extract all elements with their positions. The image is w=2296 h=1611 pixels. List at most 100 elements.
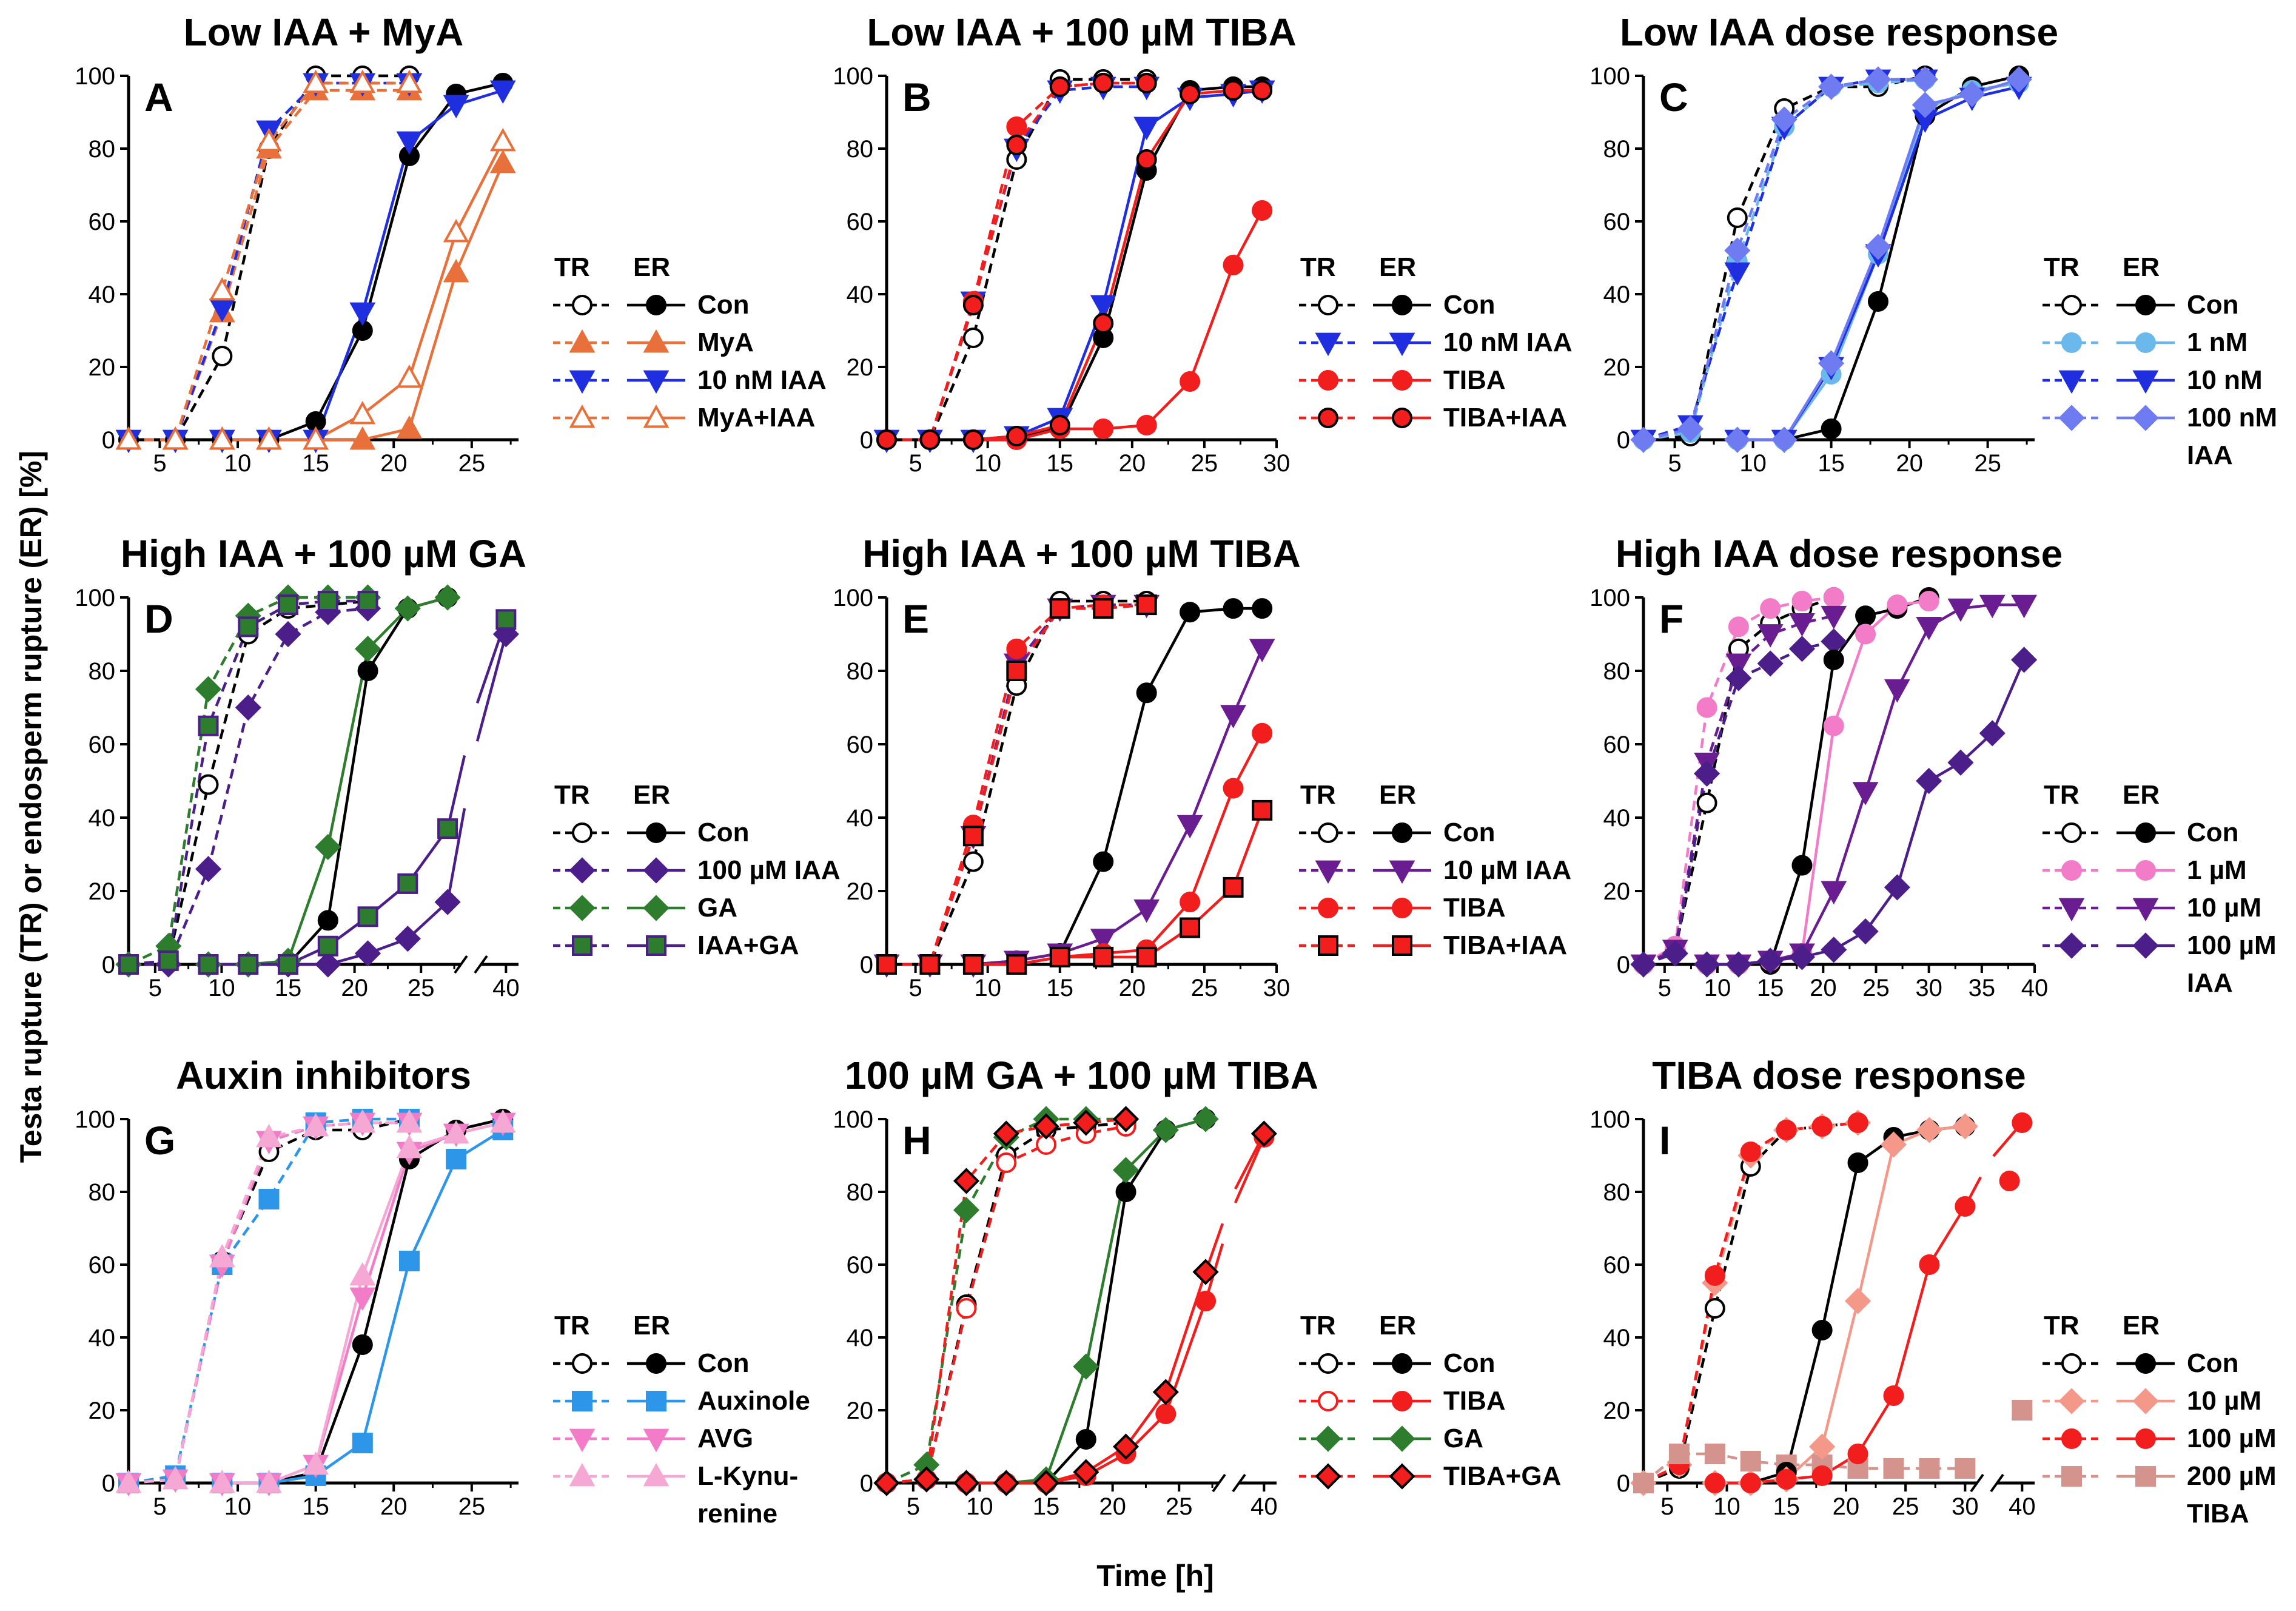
data-point [1757, 650, 1784, 677]
data-point [238, 954, 259, 975]
panel-letter: D [144, 596, 173, 641]
legend-marker-er [1392, 1353, 1412, 1374]
data-point [317, 935, 338, 957]
data-point [1073, 1353, 1099, 1380]
data-point [278, 594, 299, 616]
data-point [238, 616, 259, 637]
data-point [2012, 1400, 2033, 1421]
legend-marker-tr [569, 370, 596, 394]
data-point [1791, 591, 1813, 612]
data-point [1818, 350, 1845, 377]
x-tick-label: 20 [1896, 450, 1923, 477]
data-point [1115, 1182, 1136, 1202]
data-point [1073, 1109, 1099, 1136]
x-tick-label: 15 [1818, 450, 1845, 477]
legend-label: TIBA [2187, 1499, 2249, 1529]
data-point [1180, 84, 1201, 104]
y-tick-label: 100 [833, 63, 873, 90]
legend-marker-er [2135, 332, 2156, 353]
y-tick-label: 40 [847, 281, 874, 308]
data-point [158, 950, 179, 971]
legend-label: Con [2187, 818, 2239, 847]
legend-marker-er [1392, 935, 1412, 956]
legend-marker-er [2135, 295, 2156, 315]
y-tick-label: 0 [1617, 1470, 1630, 1497]
data-point [1677, 415, 1704, 442]
legend-label: 100 µM IAA [697, 855, 841, 885]
x-tick-label: 25 [1191, 975, 1218, 1001]
y-tick-label: 60 [1603, 209, 1631, 235]
panel-title: High IAA dose response [1616, 532, 2063, 576]
data-point [396, 1109, 423, 1133]
series-line [1714, 1125, 1965, 1485]
x-tick-label: 40 [1250, 1493, 1278, 1520]
data-point [1223, 598, 1244, 619]
series-line [886, 1121, 1126, 1485]
data-point [303, 69, 329, 93]
panel-d: High IAA + 100 µM GA 0 20 40 60 80 100 5 10 15 20 2… [75, 532, 840, 1001]
data-point [993, 1120, 1019, 1147]
legend-header-tr: TR [1300, 1311, 1336, 1340]
legend-label: TIBA+IAA [1443, 403, 1567, 432]
data-point [1821, 419, 1842, 439]
series-line [222, 163, 505, 442]
data-point [1916, 617, 1942, 641]
data-point [1855, 605, 1876, 627]
legend-label: 100 µM [2187, 1424, 2277, 1453]
x-tick-label: 30 [1952, 1493, 1979, 1520]
legend-label: 100 nM [2187, 403, 2277, 432]
x-tick-label: 10 [224, 450, 252, 477]
legend-marker-er [643, 1428, 670, 1453]
data-point [1823, 715, 1844, 736]
y-tick-label: 0 [860, 1470, 873, 1497]
x-tick-label: 25 [458, 1493, 486, 1520]
legend-header-tr: TR [1300, 252, 1336, 282]
data-point [1844, 1288, 1871, 1314]
data-point [394, 595, 421, 622]
data-point [1006, 638, 1027, 659]
data-point [278, 954, 299, 975]
legend-marker-tr [572, 1353, 592, 1374]
data-point [396, 415, 423, 439]
panel-a: Low IAA + MyA 0 20 40 60 80 100 5 10 15 20 25 A TR ER C… [75, 10, 826, 477]
legend-marker-tr [572, 1391, 592, 1411]
data-point [195, 676, 222, 702]
y-tick-label: 80 [89, 136, 116, 163]
y-tick-label: 80 [1603, 136, 1631, 163]
series-line [128, 596, 368, 966]
axis-break-mark [1212, 1473, 1226, 1493]
x-tick-label: 20 [1810, 975, 1837, 1001]
y-tick-label: 60 [847, 209, 874, 235]
data-point [1884, 679, 1910, 703]
legend-label: Con [2187, 1348, 2239, 1378]
legend-label: AVG [697, 1424, 753, 1453]
x-tick-label: 10 [974, 450, 1001, 477]
data-point [315, 833, 341, 860]
panel-title: High IAA + 100 µM TIBA [862, 532, 1301, 576]
legend-marker-er [1389, 1425, 1415, 1452]
legend-label: 10 µM [2187, 1386, 2261, 1416]
x-tick-label: 40 [2009, 1493, 2036, 1520]
data-point [1821, 937, 1847, 963]
data-point [212, 346, 233, 366]
panel-title: High IAA + 100 µM GA [121, 532, 526, 576]
legend-marker-tr [2058, 1388, 2085, 1414]
y-axis-label: Testa rupture (TR) or endosperm rupture … [14, 451, 48, 1163]
x-tick-label: 15 [1047, 975, 1074, 1001]
y-tick-label: 100 [75, 63, 115, 90]
data-point [354, 940, 381, 967]
data-point [1694, 951, 1720, 978]
data-point [1771, 106, 1798, 133]
data-point [1093, 313, 1114, 334]
legend-marker-tr [1318, 1353, 1338, 1374]
data-point [315, 951, 341, 978]
legend-label: 10 µM [2187, 893, 2261, 923]
data-point [394, 926, 421, 952]
data-point [1791, 855, 1813, 876]
x-tick-label: 15 [1773, 1493, 1800, 1520]
data-point [1252, 598, 1273, 619]
x-tick-label: 5 [1668, 450, 1681, 477]
legend-header-er: ER [2123, 1311, 2160, 1340]
data-point [1223, 255, 1244, 275]
